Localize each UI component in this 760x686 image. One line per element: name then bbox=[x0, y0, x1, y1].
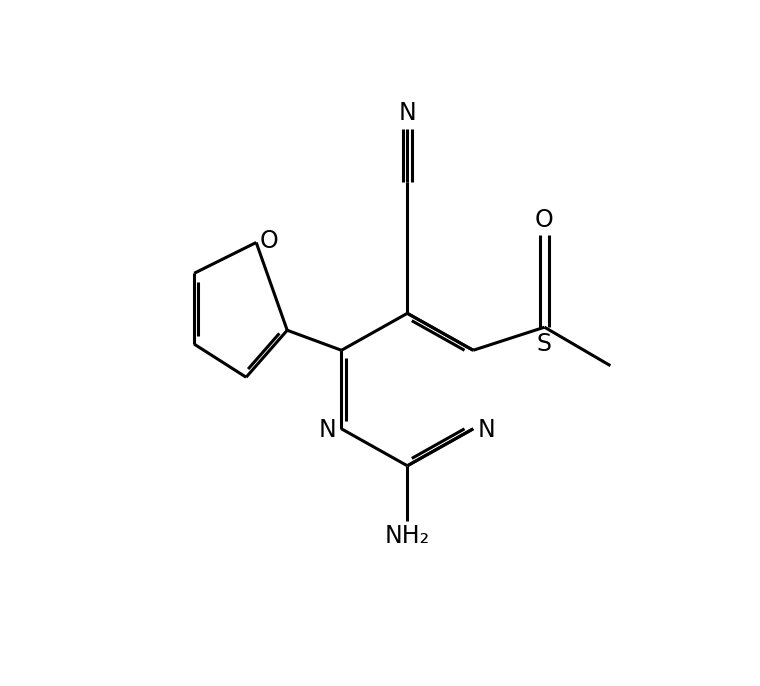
Text: N: N bbox=[478, 418, 496, 442]
Text: NH₂: NH₂ bbox=[385, 524, 430, 548]
Text: N: N bbox=[319, 418, 337, 442]
Text: O: O bbox=[535, 208, 554, 232]
Text: S: S bbox=[537, 332, 552, 356]
Text: N: N bbox=[398, 101, 416, 125]
Text: O: O bbox=[259, 229, 278, 253]
